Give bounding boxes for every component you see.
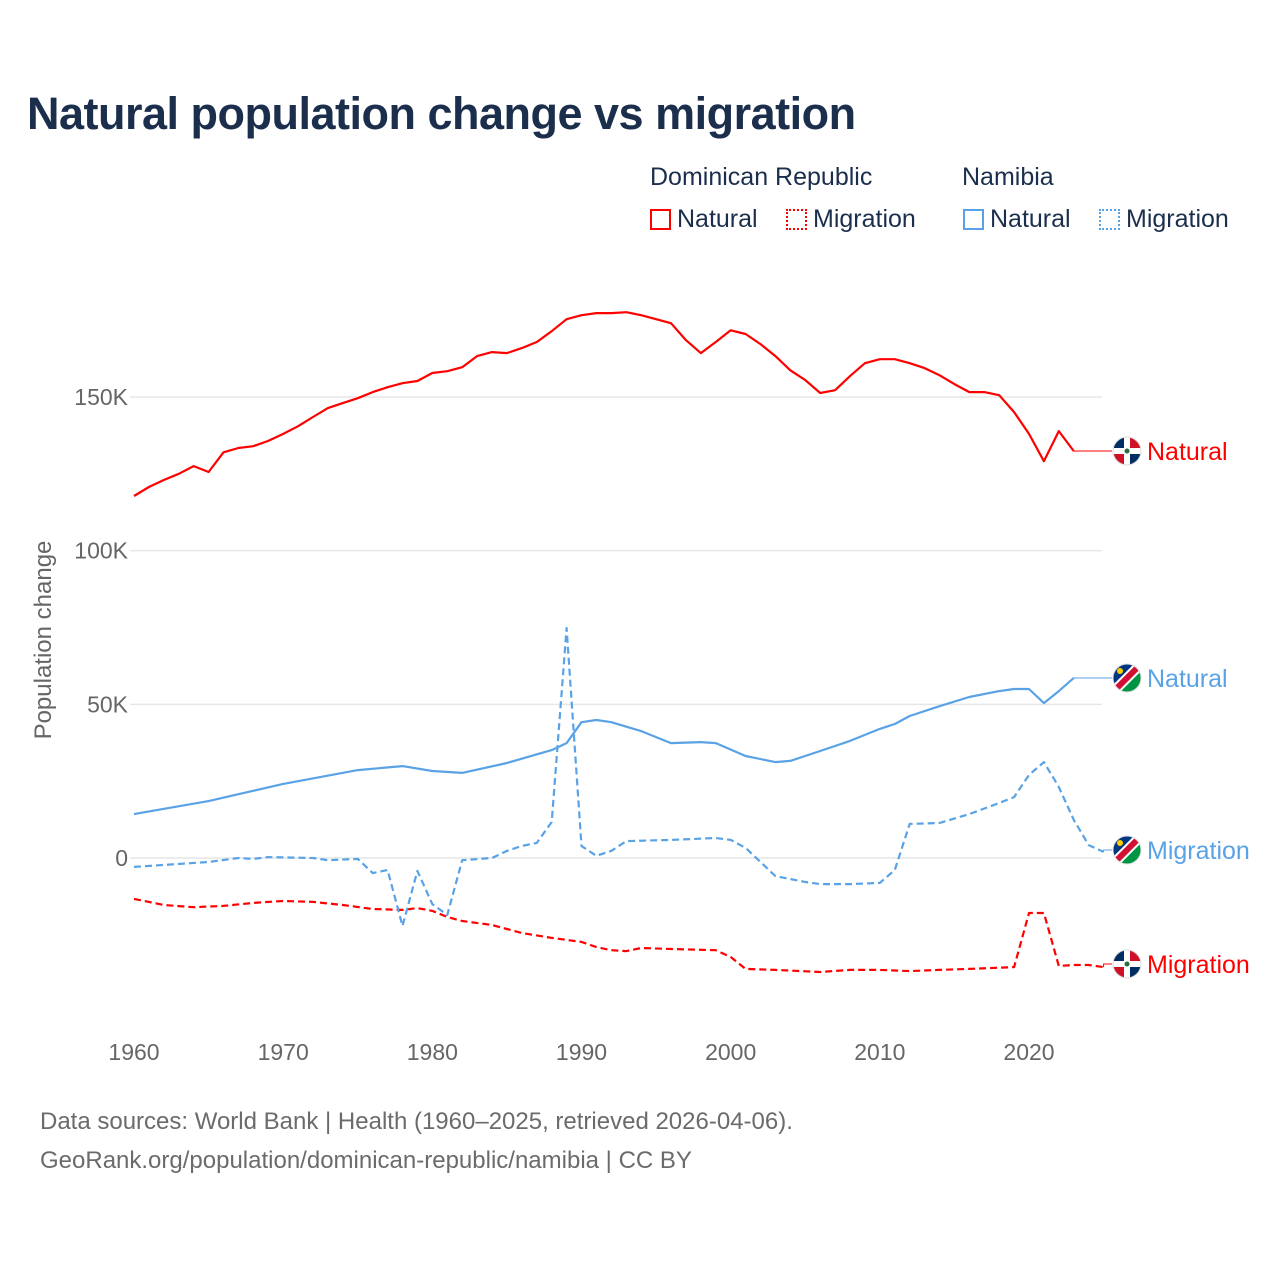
label-connector [1103, 963, 1112, 968]
series-line-dominican-republic-natural [133, 311, 1075, 497]
series-line-dominican-republic-migration [133, 897, 1104, 974]
end-label: Migration [1147, 951, 1250, 979]
legend-item-dr-natural[interactable]: Natural [650, 205, 758, 234]
chart-title: Natural population change vs migration [27, 88, 856, 139]
y-tick-label: 100K [74, 538, 128, 564]
legend-item-dr-migration[interactable]: Migration [786, 205, 916, 234]
dominican-republic-flag-icon [1112, 949, 1142, 979]
series-line-namibia-migration [133, 627, 1105, 927]
y-tick-label: 0 [115, 845, 128, 871]
legend-label: Natural [677, 205, 758, 233]
namibia-flag-icon [1112, 663, 1142, 693]
legend-item-na-natural[interactable]: Natural [963, 205, 1071, 234]
legend-group-dominican-republic: Dominican Republic [650, 163, 873, 191]
end-label: Natural [1147, 665, 1228, 693]
footer-link[interactable]: GeoRank.org/population/dominican-republi… [40, 1147, 692, 1174]
x-tick-label: 2010 [854, 1039, 905, 1065]
x-tick-label: 2000 [705, 1039, 756, 1065]
x-tick-label: 1970 [258, 1039, 309, 1065]
legend-label: Migration [1126, 205, 1229, 233]
x-tick-label: 2020 [1003, 1039, 1054, 1065]
legend-label: Natural [990, 205, 1071, 233]
legend-item-na-migration[interactable]: Migration [1099, 205, 1229, 234]
x-tick-label: 1990 [556, 1039, 607, 1065]
legend-swatch-solid-blue [963, 209, 984, 230]
end-label: Natural [1147, 438, 1228, 466]
y-tick-label: 150K [74, 384, 128, 410]
y-tick-label: 50K [87, 691, 129, 717]
series-line-namibia-natural [133, 677, 1075, 816]
y-axis-label: Population change [30, 541, 57, 740]
legend-swatch-dotted-red [786, 209, 807, 230]
end-label: Migration [1147, 837, 1250, 865]
dominican-republic-flag-icon [1112, 436, 1142, 466]
footer-sources: Data sources: World Bank | Health (1960–… [40, 1108, 793, 1135]
legend-swatch-solid-red [650, 209, 671, 230]
legend-swatch-dotted-blue [1099, 209, 1120, 230]
namibia-flag-icon [1112, 835, 1142, 865]
legend-group-namibia: Namibia [962, 163, 1054, 191]
x-tick-label: 1960 [108, 1039, 159, 1065]
label-connector [1103, 849, 1112, 852]
legend-label: Migration [813, 205, 916, 233]
x-tick-label: 1980 [407, 1039, 458, 1065]
